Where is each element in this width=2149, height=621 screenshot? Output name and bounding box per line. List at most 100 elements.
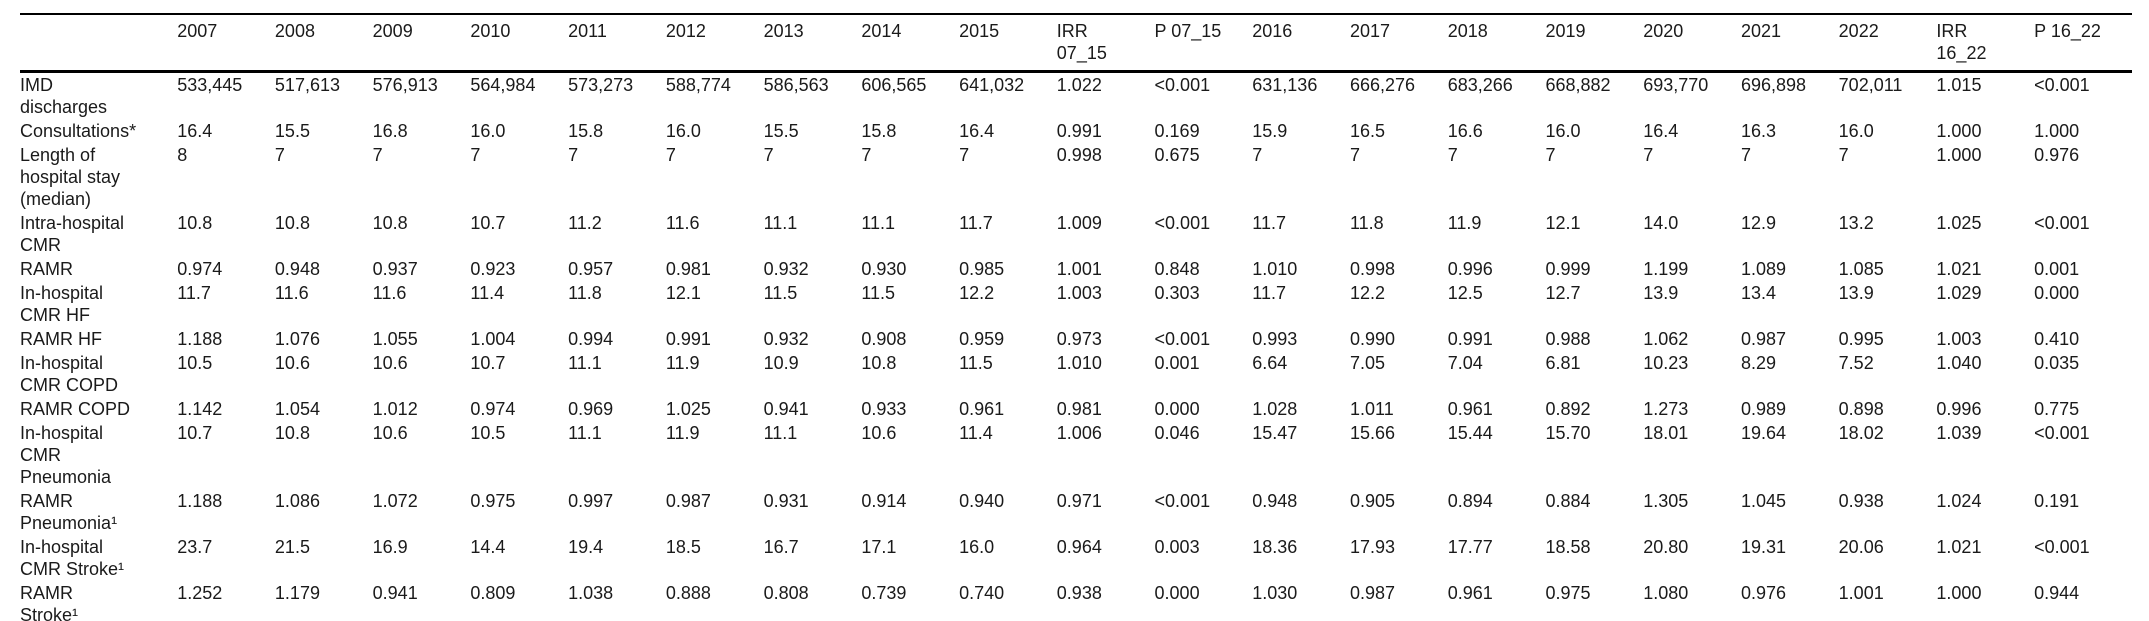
data-cell: 1.142 [177, 399, 223, 419]
data-cell: 11.6 [665, 213, 700, 233]
data-cell: 11.8 [568, 283, 602, 303]
data-cell: 0.974 [470, 399, 516, 419]
data-cell: 18.5 [665, 537, 701, 557]
table-row: Consultations* 16.4 15.5 16.8 16.0 15.8 16.0 15… [20, 119, 2132, 143]
data-cell: 0.931 [763, 491, 809, 511]
data-cell: 0.884 [1545, 491, 1591, 511]
data-cell: 0.941 [372, 583, 418, 603]
table-row: Length of hospital stay (median) 8 7 7 7 7 7 7 7… [20, 143, 2132, 211]
data-cell: 1.022 [1056, 75, 1102, 95]
data-cell: 0.000 [2034, 283, 2080, 303]
data-cell: 0.938 [1838, 491, 1884, 511]
data-cell: 15.44 [1447, 423, 1493, 443]
data-cell: 0.303 [1154, 283, 1200, 303]
data-cell: 666,276 [1350, 75, 1416, 95]
data-cell: 16.4 [1643, 121, 1679, 141]
data-cell: 13.9 [1643, 283, 1679, 303]
data-cell: 0.775 [2034, 399, 2080, 419]
data-cell: 0.001 [1154, 353, 1200, 373]
row-label: Consultations* [20, 121, 137, 141]
data-cell: 10.6 [372, 423, 408, 443]
data-cell: 0.991 [1056, 121, 1102, 141]
data-cell: 1.076 [274, 329, 320, 349]
data-cell: 0.000 [1154, 399, 1200, 419]
table-row: RAMR Stroke¹ 1.252 1.179 0.941 0.809 1.038 0.8… [20, 581, 2132, 621]
data-cell: 576,913 [372, 75, 438, 95]
data-cell: 1.009 [1056, 213, 1102, 233]
data-cell: 16.8 [372, 121, 408, 141]
data-cell: 11.5 [861, 283, 896, 303]
data-cell: 1.040 [1936, 353, 1982, 373]
data-cell: 0.991 [1447, 329, 1493, 349]
data-cell: 0.948 [1252, 491, 1298, 511]
data-cell: 0.940 [959, 491, 1005, 511]
data-cell: 564,984 [470, 75, 536, 95]
data-cell: 0.990 [1350, 329, 1396, 349]
data-cell: 573,273 [568, 75, 634, 95]
data-cell: 1.089 [1740, 259, 1786, 279]
data-cell: 0.987 [1740, 329, 1786, 349]
data-cell: 0.046 [1154, 423, 1200, 443]
data-cell: 16.6 [1447, 121, 1483, 141]
data-cell: 16.4 [177, 121, 213, 141]
data-cell: 0.905 [1350, 491, 1396, 511]
data-cell: 16.0 [959, 537, 995, 557]
data-cell: 17.77 [1447, 537, 1493, 557]
row-label: RAMR HF [20, 329, 102, 349]
data-cell: <0.001 [1154, 491, 1211, 511]
data-cell: 11.5 [763, 283, 798, 303]
table-row: RAMR COPD 1.142 1.054 1.012 0.974 0.969 1.025 0… [20, 397, 2132, 421]
column-header: 2018 [1447, 14, 1546, 73]
data-cell: 1.086 [274, 491, 320, 511]
column-header: 2011 [568, 14, 666, 73]
data-cell: 8 [177, 145, 188, 165]
row-label: In-hospital CMR Stroke¹ [20, 537, 125, 579]
column-header: 2007 [177, 14, 275, 73]
data-cell: 7 [1447, 145, 1458, 165]
column-header: IRR 07_15 [1056, 14, 1155, 73]
data-cell: 1.003 [1056, 283, 1102, 303]
column-header: 2021 [1740, 14, 1839, 73]
table-row: RAMR HF 1.188 1.076 1.055 1.004 0.994 0.991 0.9… [20, 327, 2132, 351]
column-header: 2008 [274, 14, 373, 73]
data-cell: 0.987 [1350, 583, 1396, 603]
data-cell: 1.080 [1643, 583, 1689, 603]
row-label: RAMR Stroke¹ [20, 583, 79, 621]
data-cell: 641,032 [959, 75, 1025, 95]
data-cell: 10.5 [177, 353, 213, 373]
data-cell: 16.0 [1545, 121, 1581, 141]
data-cell: 10.9 [763, 353, 799, 373]
data-cell: 7 [1545, 145, 1556, 165]
data-cell: 1.021 [1936, 537, 1982, 557]
row-label: RAMR COPD [20, 399, 131, 419]
data-cell: 533,445 [177, 75, 243, 95]
data-cell: 12.5 [1447, 283, 1483, 303]
table-row: RAMR 0.974 0.948 0.937 0.923 0.957 0.981 0.932 0… [20, 257, 2132, 281]
data-cell: 11.2 [568, 213, 602, 233]
data-cell: 0.001 [2034, 259, 2080, 279]
column-header: 2017 [1350, 14, 1448, 73]
data-cell: 13.9 [1838, 283, 1874, 303]
data-cell: 1.029 [1936, 283, 1982, 303]
data-cell: 0.969 [568, 399, 614, 419]
data-cell: 1.024 [1936, 491, 1982, 511]
data-cell: 16.0 [665, 121, 701, 141]
data-cell: 1.085 [1838, 259, 1884, 279]
data-cell: 15.70 [1545, 423, 1591, 443]
data-cell: 0.981 [1056, 399, 1102, 419]
data-cell: 7 [470, 145, 481, 165]
data-cell: 1.011 [1350, 399, 1394, 419]
column-header: 2019 [1545, 14, 1644, 73]
data-cell: 1.054 [274, 399, 320, 419]
header-row: 2007 2008 2009 2010 2011 2012 2013 2014 2015 IRR … [20, 14, 2132, 73]
data-cell: 586,563 [763, 75, 829, 95]
row-label: IMD discharges [20, 75, 108, 117]
data-cell: 0.808 [763, 583, 809, 603]
column-header: 2020 [1643, 14, 1741, 73]
data-cell: 0.848 [1154, 259, 1200, 279]
table-row: In-hospital CMR Pneumonia 10.7 10.8 10.6 10.… [20, 421, 2132, 489]
data-cell: 1.000 [2034, 121, 2080, 141]
data-cell: 11.7 [1252, 283, 1286, 303]
data-cell: 0.985 [959, 259, 1005, 279]
data-cell: 0.809 [470, 583, 516, 603]
